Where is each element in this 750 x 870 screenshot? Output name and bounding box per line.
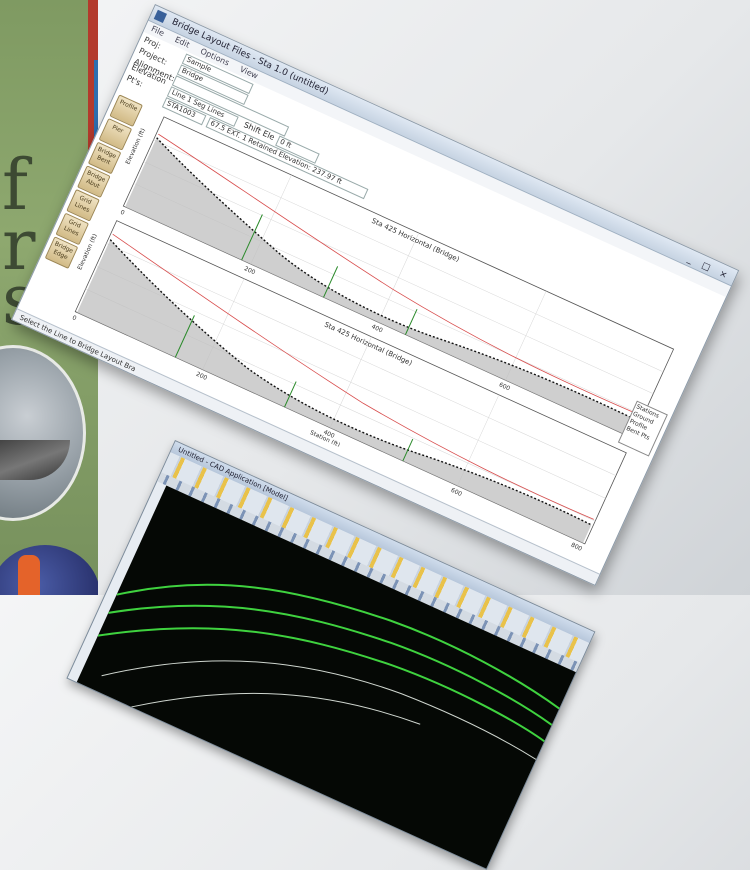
cover-letter-1: f [2, 144, 28, 226]
cover-worker-figure [18, 555, 40, 595]
cover-letter-2: r [2, 204, 36, 286]
app-icon [153, 9, 167, 23]
plot-bottom-xtick-0: 0 [71, 314, 78, 322]
plot-bottom-xtick-2: 400 [322, 429, 335, 440]
cad-curve-5 [131, 692, 421, 725]
plot-top-xtick-1: 200 [243, 265, 256, 276]
plot-bottom-xtick-1: 200 [195, 371, 208, 382]
profile-plots: Sta 425 Horizontal (Bridge) Elevation (f… [51, 107, 688, 563]
plot-top-xtick-3: 600 [498, 381, 511, 392]
plot-top-xtick-0: 0 [119, 209, 126, 217]
plot-bottom-xtick-3: 600 [450, 487, 463, 498]
bridge-layout-window: Bridge Layout Files - Sta 1.0 (untitled)… [11, 4, 740, 586]
plot-bottom-xtick-4: 800 [570, 542, 583, 553]
profile-plots-svg: Sta 425 Horizontal (Bridge) Elevation (f… [71, 116, 675, 553]
cover-highway-photo [0, 345, 86, 521]
plot-top-xtick-2: 400 [370, 323, 383, 334]
cover-worker-photo [0, 545, 98, 595]
